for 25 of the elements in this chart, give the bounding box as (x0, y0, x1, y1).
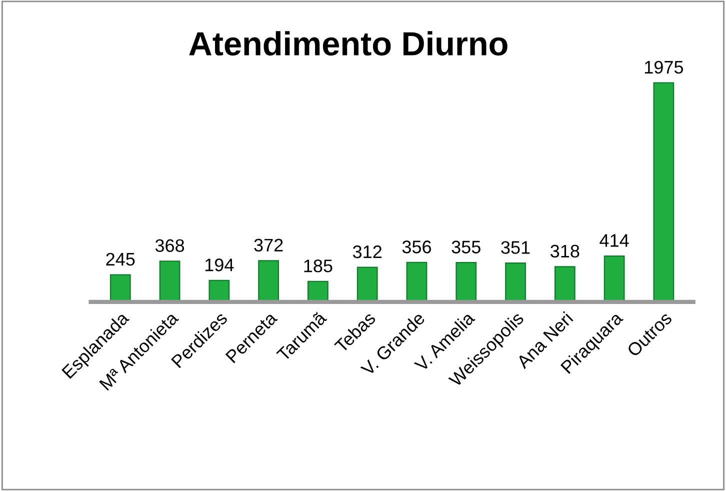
data-label: 356 (402, 240, 432, 254)
bar (356, 266, 378, 302)
bar (159, 260, 180, 302)
bar (110, 274, 131, 302)
bar (258, 260, 279, 302)
bar (308, 280, 328, 302)
bar (505, 262, 526, 302)
data-label: 372 (254, 238, 283, 252)
bar (604, 255, 625, 302)
bar (653, 82, 674, 302)
data-label: 194 (205, 258, 234, 272)
data-label: 185 (304, 260, 332, 272)
data-label: 414 (600, 234, 629, 247)
chart-title: Atendimento Diurno (189, 31, 508, 56)
data-label: 355 (452, 240, 480, 254)
data-label: 368 (155, 239, 184, 252)
data-label: 318 (550, 244, 580, 258)
bar (406, 262, 428, 302)
data-label: 245 (106, 252, 135, 266)
data-label: 1975 (644, 60, 684, 74)
bar (456, 262, 477, 302)
data-label: 312 (352, 245, 382, 258)
bar (208, 280, 230, 302)
data-label: 351 (501, 241, 530, 254)
bar (554, 266, 576, 302)
